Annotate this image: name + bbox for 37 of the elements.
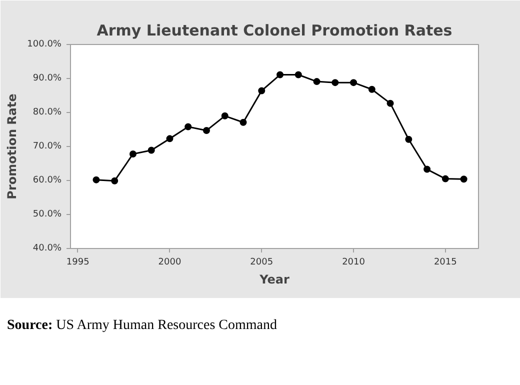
point: [442, 175, 449, 182]
point: [92, 176, 100, 184]
point: [129, 150, 136, 158]
point: [424, 166, 431, 173]
point: [350, 79, 358, 86]
point: [368, 86, 376, 93]
point: [405, 136, 412, 143]
point: [313, 78, 320, 86]
point: [276, 71, 284, 78]
point: [294, 71, 302, 78]
point: [221, 112, 228, 120]
y-tick-label: 70.0%: [32, 142, 62, 152]
x-tick-label: 1995: [66, 258, 90, 268]
y-tick-label: 80.0%: [32, 108, 62, 118]
y-tick-label: 100.0%: [27, 40, 62, 50]
chart-title: Army Lieutenant Colonel Promotion Rates: [96, 22, 452, 40]
x-tick-label: 2015: [434, 258, 457, 268]
x-axis-title: Year: [258, 272, 290, 286]
source-note: Source: US Army Human Resources Command: [7, 317, 277, 335]
point: [240, 118, 247, 126]
point: [332, 79, 339, 86]
y-tick-label: 60.0%: [32, 176, 62, 186]
point: [166, 135, 174, 142]
point: [258, 87, 266, 94]
point: [148, 146, 155, 154]
y-tick-label: 40.0%: [32, 244, 62, 254]
y-axis-title: Promotion Rate: [5, 94, 20, 200]
point: [386, 100, 394, 107]
point: [203, 127, 210, 134]
point: [111, 177, 118, 184]
point: [184, 123, 192, 130]
y-tick-label: 50.0%: [32, 210, 62, 220]
y-tick-label: 90.0%: [32, 74, 62, 84]
x-tick-label: 2000: [158, 258, 182, 268]
x-tick-label: 2010: [342, 258, 366, 268]
x-tick-label: 2005: [250, 258, 274, 268]
point: [460, 176, 468, 183]
